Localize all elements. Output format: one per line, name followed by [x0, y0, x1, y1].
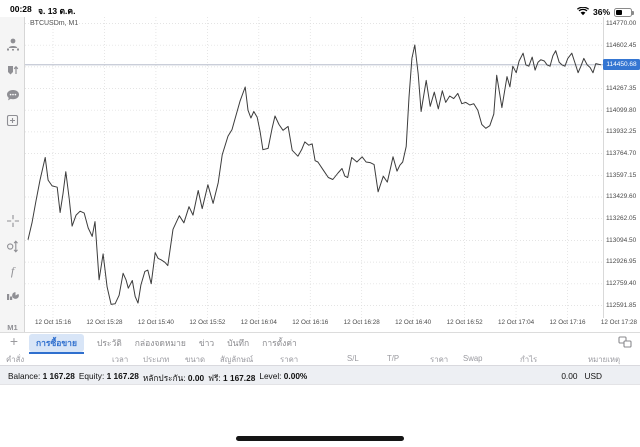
- price-axis-label: 113262.05: [606, 215, 637, 223]
- wifi-icon: [576, 3, 590, 21]
- account-summary-bar: Balance: 1 167.28 Equity: 1 167.28 หลักประ…: [0, 365, 640, 385]
- time-axis-label: 12 Oct 15:16: [34, 319, 72, 326]
- column-header: คำสั่ง: [6, 355, 25, 364]
- price-axis-separator: [603, 17, 604, 318]
- indicators-icon[interactable]: f: [10, 263, 15, 278]
- time-axis-label: 12 Oct 17:28: [600, 319, 637, 326]
- balance-segment: หลักประกัน: 0.00: [142, 373, 205, 383]
- price-axis-label: 114099.80: [606, 106, 637, 114]
- price-axis-label: 113932.25: [606, 128, 637, 136]
- timeframe-button[interactable]: M1: [7, 323, 18, 332]
- price-axis-label: 113429.60: [606, 193, 637, 201]
- price-axis-label: 114770.00: [606, 19, 637, 27]
- column-header: กำไร: [520, 355, 538, 364]
- column-header: ราคา: [280, 355, 299, 364]
- column-header: หมายเหตุ: [588, 355, 621, 364]
- window-layout-icon[interactable]: [618, 335, 632, 353]
- time-axis-label: 12 Oct 15:40: [137, 319, 174, 326]
- chart-plot[interactable]: [25, 17, 603, 318]
- current-price-tag: 114450.68: [603, 59, 640, 71]
- column-header: เวลา: [112, 355, 129, 364]
- price-axis-label: 112926.95: [606, 258, 637, 266]
- column-header: ราคา: [430, 355, 449, 364]
- bottom-panel: + การซื้อขาย ประวัติ กล่องจดหมาย ข่าว บันทึก…: [0, 332, 640, 365]
- column-header: สัญลักษณ์: [220, 355, 254, 364]
- status-bar: 00:28 จ. 13 ต.ค. 36%: [0, 0, 640, 17]
- price-axis-label: 114602.45: [606, 41, 637, 49]
- balance-segment: Level: 0.00%: [259, 371, 308, 381]
- balance-values: Balance: 1 167.28 Equity: 1 167.28 หลักประ…: [8, 371, 307, 385]
- price-axis-label: 112591.85: [606, 301, 637, 309]
- battery-percent: 36%: [592, 7, 610, 17]
- balance-segment: Balance: 1 167.28: [8, 371, 75, 381]
- chat-icon[interactable]: [0, 87, 25, 103]
- column-header: Swap: [463, 354, 483, 363]
- time-axis-label: 12 Oct 16:28: [343, 319, 380, 326]
- chart-symbol-label: BTCUSDm, M1: [30, 20, 79, 27]
- time-axis-label: 12 Oct 15:28: [86, 319, 123, 326]
- chart-type-icon[interactable]: [0, 238, 25, 254]
- price-axis-label: 113764.70: [606, 150, 637, 158]
- price-axis-label: 113597.15: [606, 171, 637, 179]
- profit-value: 0.00: [561, 371, 578, 381]
- chart-sidebar: f M1: [0, 17, 25, 332]
- balance-segment: Equity: 1 167.28: [78, 371, 139, 381]
- tab-trade[interactable]: การซื้อขาย: [29, 333, 84, 354]
- price-axis-label: 112759.40: [606, 280, 637, 288]
- price-alert-icon[interactable]: [0, 62, 25, 78]
- tab-news[interactable]: ข่าว: [198, 337, 215, 348]
- price-chart[interactable]: BTCUSDm, M1 114770.00114602.45114434.901…: [25, 17, 640, 332]
- time-axis-label: 12 Oct 16:40: [395, 319, 432, 326]
- time-axis-label: 12 Oct 17:04: [498, 319, 535, 326]
- time-axis-label: 12 Oct 17:16: [549, 319, 586, 326]
- tab-journal[interactable]: บันทึก: [227, 337, 250, 348]
- balance-segment: ฟรี: 1 167.28: [208, 373, 256, 383]
- status-date: จ. 13 ต.ค.: [38, 6, 76, 16]
- tab-settings[interactable]: การตั้งค่า: [262, 337, 297, 348]
- time-axis-label: 12 Oct 16:16: [292, 319, 329, 326]
- panel-tabs: การซื้อขาย ประวัติ กล่องจดหมาย ข่าว บันทึก กา…: [29, 333, 297, 354]
- column-header: ประเภท: [143, 355, 170, 364]
- account-icon[interactable]: [0, 36, 25, 52]
- battery-icon: [614, 7, 634, 17]
- home-indicator[interactable]: [236, 436, 404, 441]
- price-axis-label: 114267.35: [606, 84, 637, 92]
- column-header: T/P: [387, 354, 400, 363]
- new-trade-button[interactable]: +: [9, 333, 19, 349]
- column-header: S/L: [347, 354, 359, 363]
- objects-icon[interactable]: [0, 287, 25, 303]
- new-order-icon[interactable]: [0, 112, 25, 128]
- clock: 00:28: [10, 4, 32, 14]
- crosshair-icon[interactable]: [0, 213, 25, 229]
- account-currency: USD: [584, 371, 602, 381]
- time-axis-label: 12 Oct 15:52: [189, 319, 226, 326]
- tab-mailbox[interactable]: กล่องจดหมาย: [134, 337, 186, 348]
- time-axis-label: 12 Oct 16:52: [446, 319, 483, 326]
- footer-area: [0, 385, 640, 447]
- time-axis-label: 12 Oct 16:04: [240, 319, 277, 326]
- price-axis-label: 113094.50: [606, 236, 637, 244]
- tab-history[interactable]: ประวัติ: [96, 337, 122, 348]
- column-header: ขนาด: [185, 355, 206, 364]
